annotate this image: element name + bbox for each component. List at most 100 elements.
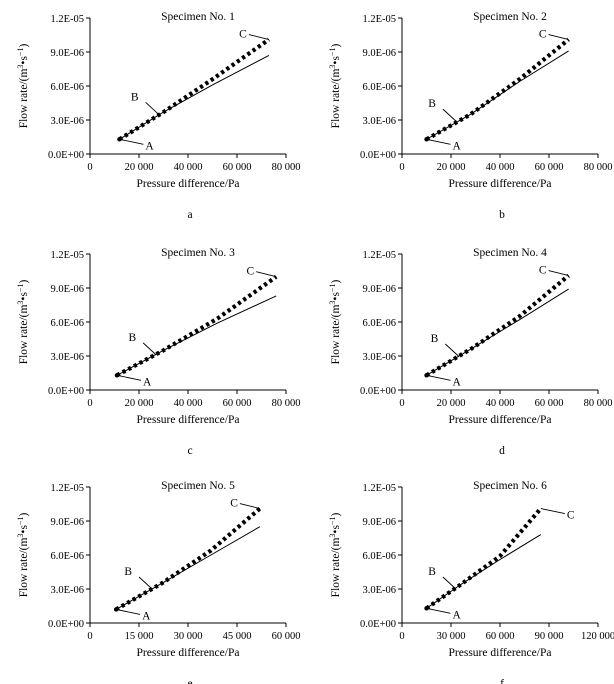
point-leader-line (426, 138, 451, 145)
x-tick-label: 20 000 (125, 162, 154, 173)
y-tick-label: 3.0E-06 (50, 585, 84, 596)
y-tick-label: 1.2E-05 (50, 250, 84, 261)
point-leader-line (142, 342, 157, 356)
series-measured-line (118, 37, 271, 142)
x-axis-label: Pressure difference/Pa (449, 647, 552, 659)
x-tick-label: 0 (87, 398, 92, 409)
series-linear-line (115, 526, 261, 610)
chart-title: Specimen No. 5 (161, 480, 235, 492)
y-tick-label: 1.2E-05 (50, 483, 84, 494)
series-measured-line (425, 37, 570, 142)
y-tick-label: 6.0E-06 (50, 82, 84, 93)
point-leader-line (548, 270, 569, 276)
x-tick-label: 45 000 (223, 631, 252, 642)
y-tick-label: 0.0E+00 (48, 386, 84, 397)
point-label-c: C (539, 29, 547, 41)
panel-letter: e (187, 678, 192, 684)
chart-panel-a: 0.0E+00 3.0E-06 6.0E-06 9.0E-06 1.2E-05 0 20 0… (16, 11, 300, 221)
chart-panel-e: 0.0E+00 3.0E-06 6.0E-06 9.0E-06 1.2E-05 0 15 0… (16, 480, 300, 684)
chart-panel-f: 0.0E+00 3.0E-06 6.0E-06 9.0E-06 1.2E-05 0 30 0… (328, 480, 614, 684)
y-tick-label: 0.0E+00 (360, 619, 396, 630)
x-tick-label: 40 000 (486, 398, 515, 409)
x-tick-label: 60 000 (272, 631, 301, 642)
y-tick-label: 6.0E-06 (362, 82, 396, 93)
point-label-b: B (131, 91, 139, 103)
point-leader-line (116, 608, 141, 615)
x-tick-label: 0 (399, 398, 404, 409)
series-linear-line (426, 288, 569, 376)
x-tick-label: 20 000 (125, 398, 154, 409)
point-label-c: C (247, 266, 255, 278)
x-tick-label: 80 000 (272, 162, 301, 173)
y-tick-label: 1.2E-05 (362, 250, 396, 261)
x-tick-label: 80 000 (272, 398, 301, 409)
chart-panel-c: 0.0E+00 3.0E-06 6.0E-06 9.0E-06 1.2E-05 0 20 0… (16, 247, 300, 457)
y-tick-label: 3.0E-06 (362, 116, 396, 127)
point-label-a: A (453, 376, 462, 388)
x-axis-label: Pressure difference/Pa (137, 414, 240, 426)
x-tick-label: 120 000 (581, 631, 614, 642)
y-axis-label: Flow rate/(m3•s−1) (328, 44, 342, 129)
y-tick-label: 6.0E-06 (362, 318, 396, 329)
x-axis-label: Pressure difference/Pa (449, 178, 552, 190)
x-tick-label: 20 000 (437, 398, 466, 409)
chart-panel-d: 0.0E+00 3.0E-06 6.0E-06 9.0E-06 1.2E-05 0 20 0… (328, 247, 612, 457)
x-tick-label: 30 000 (174, 631, 203, 642)
chart-title: Specimen No. 2 (473, 11, 547, 23)
y-tick-label: 3.0E-06 (50, 352, 84, 363)
point-leader-line (426, 607, 451, 614)
series-linear-line (426, 50, 569, 140)
x-tick-label: 30 000 (437, 631, 466, 642)
y-axis-label: Flow rate/(m3•s−1) (328, 280, 342, 365)
x-tick-label: 80 000 (584, 398, 613, 409)
y-tick-label: 9.0E-06 (50, 284, 84, 295)
y-tick-label: 1.2E-05 (362, 483, 396, 494)
series-measured-line (115, 506, 262, 612)
x-tick-label: 40 000 (486, 162, 515, 173)
y-tick-label: 9.0E-06 (50, 517, 84, 528)
chart-panel-b: 0.0E+00 3.0E-06 6.0E-06 9.0E-06 1.2E-05 0 20 0… (328, 11, 612, 221)
y-tick-label: 3.0E-06 (362, 585, 396, 596)
chart-title: Specimen No. 4 (473, 247, 547, 259)
chart-title: Specimen No. 3 (161, 247, 235, 259)
point-leader-line (426, 374, 451, 381)
panel-letter: d (499, 445, 505, 457)
y-tick-label: 9.0E-06 (362, 517, 396, 528)
x-tick-label: 0 (399, 162, 404, 173)
y-tick-label: 0.0E+00 (48, 619, 84, 630)
point-leader-line (239, 503, 260, 509)
x-axis-label: Pressure difference/Pa (137, 647, 240, 659)
y-tick-label: 3.0E-06 (362, 352, 396, 363)
point-label-a: A (453, 140, 462, 152)
x-tick-label: 40 000 (174, 398, 203, 409)
y-tick-label: 9.0E-06 (50, 48, 84, 59)
point-leader-line (442, 108, 457, 122)
series-measured-line (425, 507, 543, 611)
y-tick-label: 0.0E+00 (360, 150, 396, 161)
x-tick-label: 20 000 (437, 162, 466, 173)
x-tick-label: 60 000 (535, 398, 564, 409)
point-leader-line (119, 138, 144, 145)
point-label-b: B (128, 332, 136, 344)
x-axis-label: Pressure difference/Pa (137, 178, 240, 190)
point-label-a: A (142, 610, 151, 622)
x-tick-label: 0 (87, 631, 92, 642)
point-label-b: B (124, 566, 132, 578)
panel-letter: c (187, 445, 192, 457)
chart-title: Specimen No. 1 (161, 11, 235, 23)
y-axis-label: Flow rate/(m3•s−1) (16, 513, 30, 598)
point-label-b: B (428, 566, 436, 578)
y-axis-label: Flow rate/(m3•s−1) (328, 513, 342, 598)
chart-title: Specimen No. 6 (473, 480, 547, 492)
point-leader-line (256, 271, 277, 278)
point-label-c: C (567, 510, 575, 522)
x-tick-label: 60 000 (486, 631, 515, 642)
point-leader-line (445, 343, 459, 357)
y-tick-label: 6.0E-06 (50, 318, 84, 329)
x-tick-label: 40 000 (174, 162, 203, 173)
panel-letter: a (187, 209, 192, 221)
point-leader-line (540, 508, 565, 514)
y-axis-label: Flow rate/(m3•s−1) (16, 44, 30, 129)
point-label-c: C (239, 29, 247, 41)
point-label-c: C (230, 498, 238, 510)
